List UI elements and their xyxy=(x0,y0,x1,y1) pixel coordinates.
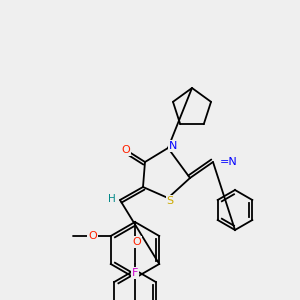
Text: O: O xyxy=(133,237,141,247)
Text: =N: =N xyxy=(220,157,238,167)
Text: O: O xyxy=(122,145,130,155)
Text: O: O xyxy=(88,231,97,241)
Text: S: S xyxy=(167,196,174,206)
Text: H: H xyxy=(108,194,116,204)
Text: N: N xyxy=(169,141,177,151)
Text: F: F xyxy=(132,268,138,278)
